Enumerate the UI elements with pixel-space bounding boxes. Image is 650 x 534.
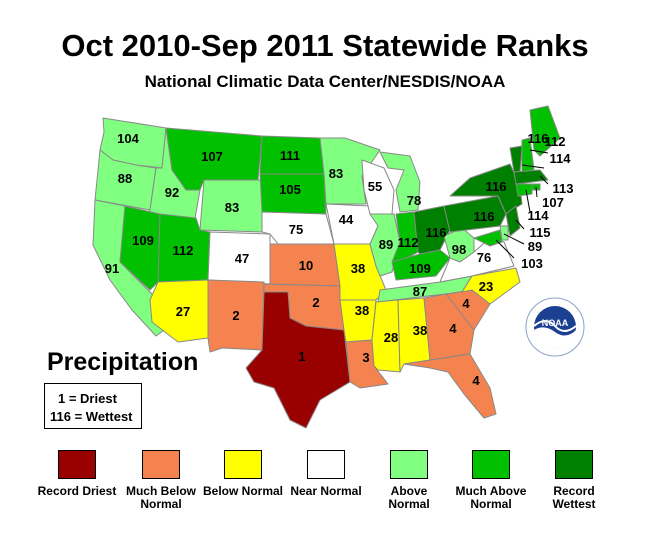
state-TX (245, 291, 351, 429)
legend-swatch (58, 450, 96, 479)
variable-label: Precipitation (47, 348, 199, 376)
rank-label-id: 92 (165, 185, 179, 200)
state-ME (529, 105, 561, 157)
state-NJ (505, 205, 521, 237)
rank-label-nd: 111 (280, 148, 300, 163)
rank-label-nc: 23 (479, 279, 493, 294)
rank-label-tx: 1 (298, 349, 305, 364)
legend-item-below-normal: Below Normal (203, 450, 283, 498)
map-subtitle: National Climatic Data Center/NESDIS/NOA… (144, 72, 506, 91)
rank-label-co: 47 (235, 251, 249, 266)
legend-item-much-above-normal: Much Above Normal (451, 450, 531, 511)
map-title: Oct 2010-Sep 2011 Statewide Ranks (61, 28, 589, 63)
rank-label-nm: 2 (232, 308, 239, 323)
legend-label: Record Wettest (552, 484, 596, 511)
rank-label-mo: 38 (351, 261, 365, 276)
rank-label-ne: 75 (289, 222, 303, 237)
rank-label-wv: 98 (452, 242, 466, 257)
rank-label-vt: 116 (528, 131, 549, 146)
legend-swatch (555, 450, 593, 479)
legend-swatch (472, 450, 510, 479)
legend-label: Near Normal (290, 484, 362, 498)
rank-label-fl: 4 (472, 373, 480, 388)
rank-label-ny: 116 (486, 179, 507, 194)
rank-label-nh: 114 (550, 151, 572, 166)
rank-label-mt: 107 (201, 149, 223, 164)
state-VA (439, 237, 515, 283)
legend-item-record-wettest: Record Wettest (534, 450, 614, 511)
legend-swatch (307, 450, 345, 479)
rank-label-ar: 38 (355, 303, 369, 318)
rank-label-al: 38 (413, 323, 427, 338)
rank-label-ga: 4 (449, 321, 457, 336)
rank-label-ia: 44 (339, 212, 354, 227)
legend-label: Much Below Normal (125, 484, 196, 511)
rank-label-de: 89 (528, 239, 542, 254)
rank-label-wy: 83 (225, 200, 239, 215)
legend-label: Above Normal (388, 484, 430, 511)
state-NM (207, 279, 265, 353)
rank-label-sc: 4 (462, 296, 470, 311)
rank-label-ca: 91 (105, 261, 119, 276)
rank-label-in: 112 (398, 235, 419, 250)
rank-label-ma: 113 (553, 181, 574, 196)
rank-label-ct: 114 (528, 208, 550, 223)
rank-key-wettest: 116 = Wettest (50, 409, 133, 424)
rank-label-az: 27 (176, 304, 190, 319)
noaa-logo-text: NOAA (542, 318, 569, 328)
state-GA (423, 293, 475, 361)
legend-label: Below Normal (203, 484, 284, 498)
rank-label-ri: 107 (542, 195, 564, 210)
rank-label-tn: 87 (413, 284, 427, 299)
legend-swatch (142, 450, 180, 479)
rank-label-va: 76 (477, 250, 491, 265)
rank-label-il: 89 (379, 237, 393, 252)
legend-label: Record Driest (37, 484, 117, 498)
legend-swatch (224, 450, 262, 479)
rank-label-nj: 115 (530, 225, 551, 240)
rank-label-ms: 28 (384, 330, 398, 345)
rank-label-ks: 10 (299, 258, 313, 273)
rank-label-ok: 2 (312, 295, 319, 310)
rank-label-me: 112 (545, 134, 566, 149)
rank-key-driest: 1 = Driest (58, 391, 117, 406)
rank-label-wi: 55 (368, 179, 382, 194)
legend-label: Much Above Normal (455, 484, 527, 511)
rank-label-ky: 109 (409, 261, 431, 276)
state-NV (119, 205, 161, 291)
legend-swatch (390, 450, 428, 479)
rank-label-wa: 104 (117, 131, 139, 146)
rank-label-or: 88 (118, 171, 132, 186)
rank-label-oh: 116 (426, 225, 447, 240)
rank-key-box: 1 = Driest 116 = Wettest (44, 383, 142, 429)
rank-label-pa: 116 (474, 209, 495, 224)
rank-label-ut: 112 (173, 243, 194, 258)
state-PA (443, 195, 507, 233)
noaa-logo: NOAA (524, 296, 586, 363)
rank-label-mi: 78 (407, 193, 421, 208)
rank-label-sd: 105 (279, 182, 301, 197)
state-MA (513, 169, 549, 185)
state-MI (379, 151, 421, 213)
rank-label-md: 103 (521, 256, 543, 271)
state-FL (403, 353, 497, 419)
state-CT (515, 183, 533, 197)
legend-item-record-driest: Record Driest (37, 450, 117, 498)
legend-item-above-normal: Above Normal (369, 450, 449, 511)
legend-item-near-normal: Near Normal (286, 450, 366, 498)
state-MD (473, 229, 503, 247)
rank-label-nv: 109 (132, 233, 154, 248)
state-callout-lines (495, 149, 549, 259)
rank-label-mn: 83 (329, 166, 343, 181)
legend-item-much-below-normal: Much Below Normal (121, 450, 201, 511)
rank-label-la: 3 (362, 350, 369, 365)
